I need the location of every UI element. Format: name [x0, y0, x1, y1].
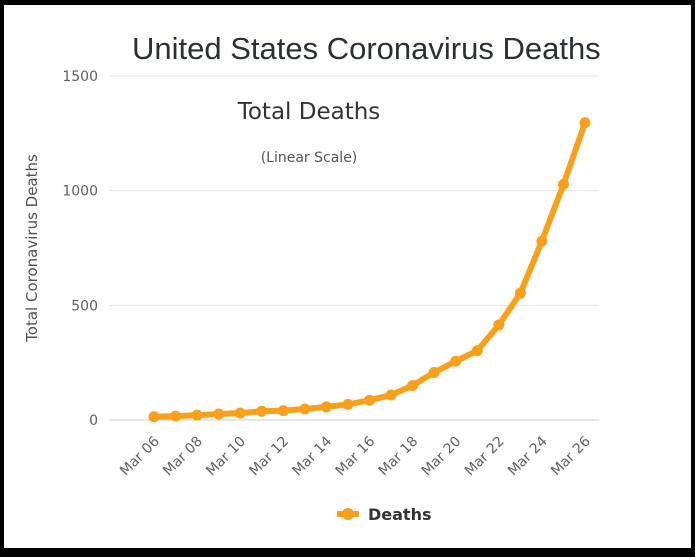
- data-point[interactable]: [364, 394, 375, 406]
- data-point[interactable]: [536, 235, 548, 247]
- legend-label: Deaths: [368, 505, 432, 524]
- series-line: [151, 119, 588, 420]
- x-tick-label: Mar 14: [289, 433, 335, 479]
- x-tick-label: Mar 22: [462, 434, 508, 480]
- data-point[interactable]: [170, 410, 182, 422]
- gridlines: [109, 75, 599, 421]
- y-tick-label: 0: [89, 413, 98, 429]
- data-point[interactable]: [342, 398, 354, 410]
- data-point[interactable]: [493, 319, 505, 331]
- y-tick-label: 1500: [62, 69, 98, 85]
- x-tick-label: Mar 12: [246, 434, 292, 480]
- data-point[interactable]: [471, 345, 483, 357]
- data-point[interactable]: [213, 408, 225, 420]
- data-point[interactable]: [407, 380, 419, 392]
- legend-marker: [342, 508, 354, 520]
- x-tick-label: Mar 26: [548, 433, 594, 479]
- data-point[interactable]: [299, 403, 311, 415]
- chart-subtitle: (Linear Scale): [261, 150, 358, 166]
- chart-frame: United States Coronavirus Deaths 0 500 100…: [4, 5, 691, 548]
- page-heading: United States Coronavirus Deaths: [132, 31, 601, 66]
- data-point[interactable]: [428, 367, 440, 379]
- x-tick-label: Mar 06: [117, 433, 163, 479]
- x-tick-label: Mar 24: [505, 433, 551, 479]
- data-point[interactable]: [191, 409, 203, 421]
- data-point[interactable]: [277, 405, 289, 417]
- x-tick-label: Mar 18: [376, 434, 422, 480]
- data-point[interactable]: [557, 178, 569, 190]
- chart-svg: 0 500 1000 1500 Total Coronavirus Deaths To…: [23, 69, 599, 524]
- x-tick-label: Mar 16: [333, 433, 379, 479]
- y-axis-ticks: 0 500 1000 1500: [62, 69, 98, 429]
- data-point[interactable]: [450, 355, 462, 367]
- x-tick-label: Mar 08: [160, 434, 206, 480]
- data-point[interactable]: [148, 411, 160, 423]
- legend[interactable]: Deaths: [337, 505, 432, 524]
- data-point[interactable]: [234, 407, 246, 419]
- data-point[interactable]: [320, 401, 332, 413]
- x-tick-label: Mar 10: [203, 434, 249, 480]
- series-group: [148, 117, 591, 423]
- x-tick-label: Mar 20: [419, 434, 465, 480]
- data-point[interactable]: [579, 117, 591, 129]
- y-tick-label: 500: [71, 298, 98, 314]
- chart-title: Total Deaths: [237, 99, 381, 125]
- data-point[interactable]: [514, 287, 526, 299]
- y-tick-label: 1000: [62, 184, 98, 200]
- data-point[interactable]: [385, 389, 397, 401]
- y-axis-label: Total Coronavirus Deaths: [23, 154, 41, 343]
- data-point[interactable]: [256, 405, 268, 417]
